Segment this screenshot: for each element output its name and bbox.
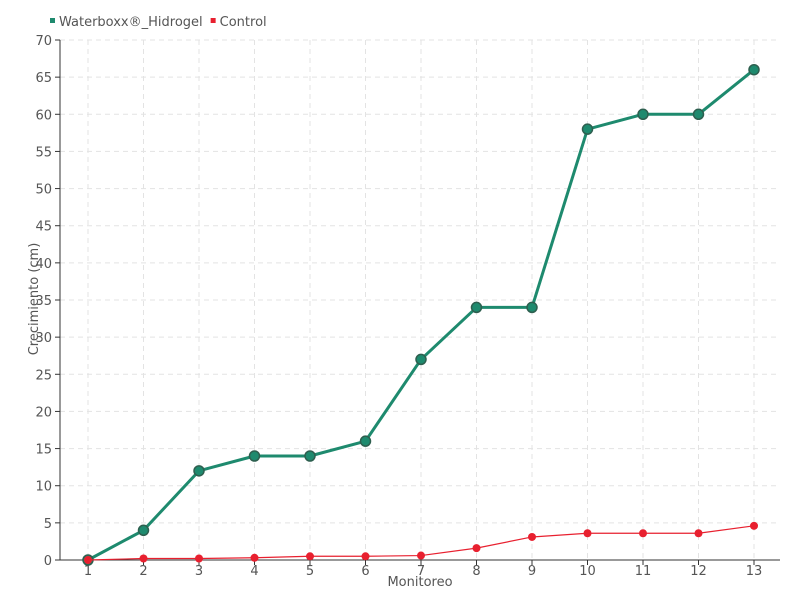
data-point[interactable]: [415, 353, 427, 366]
y-tick-labels: 0 5 10 15 20 25 30 35 40 45 50 55 60 65 70: [35, 34, 52, 569]
data-point[interactable]: [583, 529, 592, 538]
data-point[interactable]: [359, 435, 372, 447]
x-tick-label: 6: [361, 564, 369, 579]
x-tick-label: 12: [690, 564, 707, 579]
y-tick-label: 0: [44, 554, 52, 569]
data-point[interactable]: [248, 450, 261, 462]
x-tick-label: 8: [472, 564, 480, 579]
x-tick-label: 1: [84, 564, 92, 579]
data-point[interactable]: [526, 301, 538, 314]
legend-label: Control: [220, 15, 267, 30]
data-point[interactable]: [748, 63, 760, 76]
data-point[interactable]: [195, 554, 203, 563]
legend-swatch: [50, 18, 55, 23]
y-tick-label: 45: [35, 220, 52, 235]
y-tick-label: 10: [35, 480, 52, 495]
data-point[interactable]: [639, 529, 647, 538]
data-point[interactable]: [137, 524, 150, 537]
legend-item[interactable]: Waterboxx®_Hidrogel: [50, 15, 203, 30]
data-point[interactable]: [581, 123, 594, 135]
y-tick-label: 30: [35, 331, 52, 346]
y-tick-label: 20: [35, 405, 52, 420]
y-tick-label: 50: [35, 183, 52, 198]
y-tick-label: 65: [35, 71, 52, 86]
data-point[interactable]: [193, 465, 205, 477]
x-tick-label: 3: [195, 564, 203, 579]
y-axis-title: Crecimiento (cm): [27, 243, 42, 356]
data-point[interactable]: [361, 552, 370, 561]
data-point[interactable]: [528, 532, 536, 541]
grid-lines: [60, 39, 780, 560]
y-tick-label: 70: [35, 34, 52, 49]
x-tick-label: 11: [635, 564, 652, 579]
data-point[interactable]: [692, 108, 705, 121]
x-tick-label: 9: [528, 564, 536, 579]
data-point[interactable]: [472, 544, 481, 553]
legend-swatch: [210, 18, 216, 23]
data-point[interactable]: [84, 556, 92, 564]
x-tick-labels: 1 2 3 4 5 6 7 8 9 10 11 12 13: [84, 564, 762, 579]
data-point[interactable]: [304, 450, 316, 462]
y-tick-label: 15: [35, 443, 52, 458]
x-tick-label: 13: [746, 564, 763, 579]
data-point[interactable]: [470, 301, 483, 314]
x-tick-label: 4: [250, 564, 258, 579]
data-point[interactable]: [306, 552, 314, 561]
axes: [55, 39, 780, 565]
y-tick-label: 25: [35, 368, 52, 383]
legend-item[interactable]: Control: [210, 15, 267, 30]
x-tick-label: 10: [579, 564, 596, 579]
y-tick-label: 55: [35, 145, 52, 160]
data-point[interactable]: [637, 108, 649, 121]
data-point[interactable]: [139, 554, 148, 563]
x-tick-label: 5: [306, 564, 314, 579]
x-tick-label: 2: [139, 564, 147, 579]
series-control: [84, 521, 758, 564]
legend[interactable]: Waterboxx®_Hidrogel Control: [50, 15, 267, 30]
data-point[interactable]: [417, 551, 425, 560]
series: [82, 63, 760, 566]
y-tick-label: 35: [35, 294, 52, 309]
x-tick-label: 7: [417, 564, 425, 579]
data-point[interactable]: [750, 521, 758, 530]
y-tick-label: 40: [35, 257, 52, 272]
legend-label: Waterboxx®_Hidrogel: [59, 15, 203, 30]
y-tick-label: 5: [44, 517, 52, 532]
y-tick-label: 60: [35, 108, 52, 123]
data-point[interactable]: [694, 529, 703, 538]
data-point[interactable]: [250, 553, 259, 562]
x-axis-title: Monitoreo: [387, 575, 452, 590]
